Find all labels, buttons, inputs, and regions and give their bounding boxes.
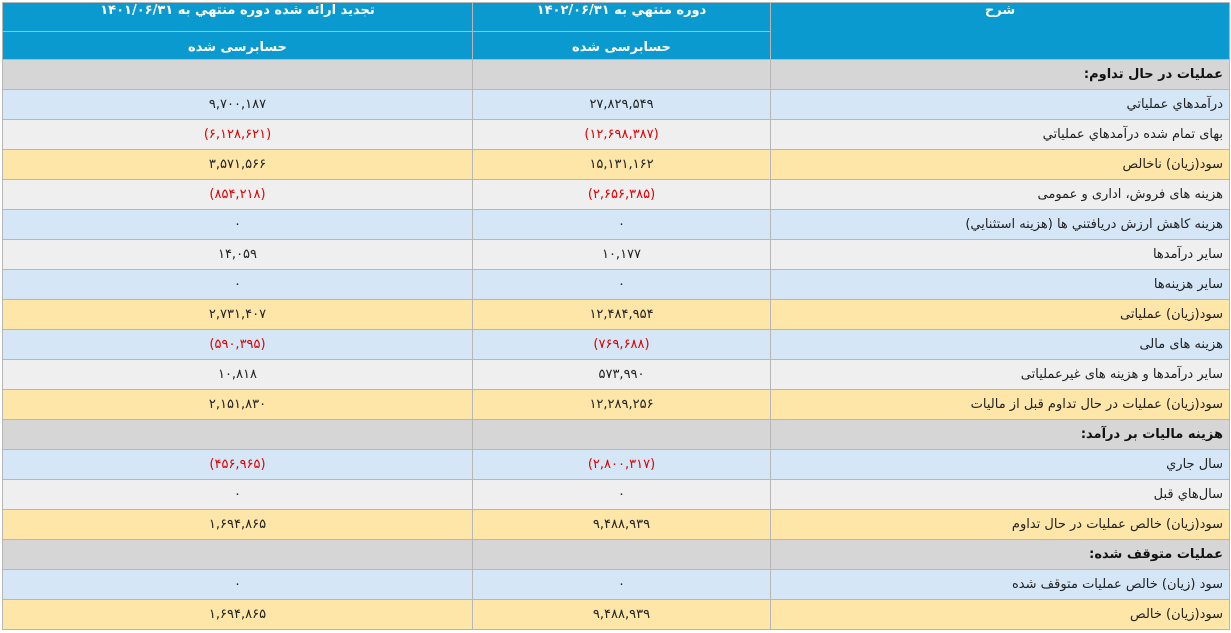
value-1401: ۱,۶۹۴,۸۶۵ <box>2 509 473 540</box>
value-1402: ۰ <box>472 209 771 240</box>
table-row: هزينه هاى فروش، ادارى و عمومى (۲,۶۵۶,۳۸۵)… <box>2 179 1230 210</box>
table-row: هزينه كاهش ارزش دريافتني ها (هزينه استثن… <box>2 209 1230 240</box>
value-1401 <box>2 59 473 90</box>
value-1401: ۱,۶۹۴,۸۶۵ <box>2 599 473 630</box>
row-description: سود(زيان) خالص <box>770 599 1230 630</box>
value-1402 <box>472 419 771 450</box>
table-row: ساير هزينه‌ها ۰ ۰ <box>2 269 1230 300</box>
table-row: سال جاري (۲,۸۰۰,۳۱۷) (۴۵۶,۹۶۵) <box>2 449 1230 480</box>
table-row: سود(زيان) ناخالص ۱۵,۱۳۱,۱۶۲ ۳,۵۷۱,۵۶۶ <box>2 149 1230 180</box>
value-1401: ۰ <box>2 479 473 510</box>
row-description: سود (زيان) خالص عمليات متوقف شده <box>770 569 1230 600</box>
value-1402 <box>472 539 771 570</box>
row-description: هزينه هاى مالى <box>770 329 1230 360</box>
row-description: سود(زيان) ناخالص <box>770 149 1230 180</box>
table-row: سود(زيان) عملياتى ۱۲,۴۸۴,۹۵۴ ۲,۷۳۱,۴۰۷ <box>2 299 1230 330</box>
row-description: هزينه كاهش ارزش دريافتني ها (هزينه استثن… <box>770 209 1230 240</box>
period-1402-header: دوره منتهي به ۱۴۰۲/۰۶/۳۱ <box>472 2 771 32</box>
row-description: سود(زيان) عملياتى <box>770 299 1230 330</box>
table-body: عمليات در حال تداوم: درآمدهاي عملياتي ۲۷,۸… <box>2 59 1230 630</box>
header-row: شرح دوره منتهي به ۱۴۰۲/۰۶/۳۱ تجديد ارائه… <box>2 2 1230 60</box>
value-1401: ۰ <box>2 209 473 240</box>
value-1402 <box>472 59 771 90</box>
value-1401: ۰ <box>2 269 473 300</box>
value-1402: ۹,۴۸۸,۹۳۹ <box>472 599 771 630</box>
value-1402: ۵۷۳,۹۹۰ <box>472 359 771 390</box>
table-row: سود(زيان) خالص ۹,۴۸۸,۹۳۹ ۱,۶۹۴,۸۶۵ <box>2 599 1230 630</box>
value-1402: ۱۲,۴۸۴,۹۵۴ <box>472 299 771 330</box>
value-1402: ۰ <box>472 479 771 510</box>
table-row: ساير درآمدها و هزينه هاى غيرعملياتى ۵۷۳,۹… <box>2 359 1230 390</box>
row-description: ساير درآمدها و هزينه هاى غيرعملياتى <box>770 359 1230 390</box>
value-1402: ۰ <box>472 269 771 300</box>
value-1402: (۱۲,۶۹۸,۳۸۷) <box>472 119 771 150</box>
section-row: عمليات در حال تداوم: <box>2 59 1230 90</box>
row-description: درآمدهاي عملياتي <box>770 89 1230 120</box>
section-title: عمليات متوقف شده: <box>770 539 1230 570</box>
value-1402: ۱۲,۲۸۹,۲۵۶ <box>472 389 771 420</box>
value-1401: ۱۰,۸۱۸ <box>2 359 473 390</box>
table-row: سود (زيان) خالص عمليات متوقف شده ۰ ۰ <box>2 569 1230 600</box>
value-1401: (۶,۱۲۸,۶۲۱) <box>2 119 473 150</box>
section-title: هزينه ماليات بر درآمد: <box>770 419 1230 450</box>
section-row: هزينه ماليات بر درآمد: <box>2 419 1230 450</box>
value-1402: (۷۶۹,۶۸۸) <box>472 329 771 360</box>
value-1402: ۹,۴۸۸,۹۳۹ <box>472 509 771 540</box>
value-1402: ۰ <box>472 569 771 600</box>
row-description: بهاى تمام شده درآمدهاي عملياتي <box>770 119 1230 150</box>
value-1402: (۲,۶۵۶,۳۸۵) <box>472 179 771 210</box>
table-row: سود(زيان) عمليات در حال تداوم قبل از مال… <box>2 389 1230 420</box>
value-1402: ۲۷,۸۲۹,۵۴۹ <box>472 89 771 120</box>
value-1401: ۲,۷۳۱,۴۰۷ <box>2 299 473 330</box>
period-1401-audit-status: حسابرسی شده <box>2 31 473 60</box>
value-1401: ۲,۱۵۱,۸۳۰ <box>2 389 473 420</box>
value-1402: ۱۰,۱۷۷ <box>472 239 771 270</box>
table-header: شرح دوره منتهي به ۱۴۰۲/۰۶/۳۱ تجديد ارائه… <box>2 2 1230 60</box>
table-row: هزينه هاى مالى (۷۶۹,۶۸۸) (۵۹۰,۳۹۵) <box>2 329 1230 360</box>
table-row: ساير درآمدها ۱۰,۱۷۷ ۱۴,۰۵۹ <box>2 239 1230 270</box>
row-description: هزينه هاى فروش، ادارى و عمومى <box>770 179 1230 210</box>
row-description: ساير هزينه‌ها <box>770 269 1230 300</box>
value-1401 <box>2 419 473 450</box>
header-status-row: حسابرسی شده حسابرسی شده <box>2 31 1230 60</box>
section-title: عمليات در حال تداوم: <box>770 59 1230 90</box>
value-1401: (۴۵۶,۹۶۵) <box>2 449 473 480</box>
value-1401: (۸۵۴,۲۱۸) <box>2 179 473 210</box>
description-column-header: شرح <box>770 2 1230 60</box>
period-1402-audit-status: حسابرسی شده <box>472 31 771 60</box>
row-description: سال‌هاي قبل <box>770 479 1230 510</box>
value-1402: ۱۵,۱۳۱,۱۶۲ <box>472 149 771 180</box>
value-1401: ۱۴,۰۵۹ <box>2 239 473 270</box>
row-description: سود(زيان) عمليات در حال تداوم قبل از مال… <box>770 389 1230 420</box>
value-1401 <box>2 539 473 570</box>
value-1401: ۰ <box>2 569 473 600</box>
table-row: درآمدهاي عملياتي ۲۷,۸۲۹,۵۴۹ ۹,۷۰۰,۱۸۷ <box>2 89 1230 120</box>
row-description: ساير درآمدها <box>770 239 1230 270</box>
table-row: سال‌هاي قبل ۰ ۰ <box>2 479 1230 510</box>
period-1401-header: تجديد ارائه شده دوره منتهي به ۱۴۰۱/۰۶/۳۱ <box>2 2 473 32</box>
table-row: بهاى تمام شده درآمدهاي عملياتي (۱۲,۶۹۸,۳۸… <box>2 119 1230 150</box>
table-row: سود(زيان) خالص عمليات در حال تداوم ۹,۴۸۸,… <box>2 509 1230 540</box>
value-1401: ۳,۵۷۱,۵۶۶ <box>2 149 473 180</box>
section-row: عمليات متوقف شده: <box>2 539 1230 570</box>
row-description: سود(زيان) خالص عمليات در حال تداوم <box>770 509 1230 540</box>
value-1401: ۹,۷۰۰,۱۸۷ <box>2 89 473 120</box>
value-1401: (۵۹۰,۳۹۵) <box>2 329 473 360</box>
value-1402: (۲,۸۰۰,۳۱۷) <box>472 449 771 480</box>
row-description: سال جاري <box>770 449 1230 480</box>
